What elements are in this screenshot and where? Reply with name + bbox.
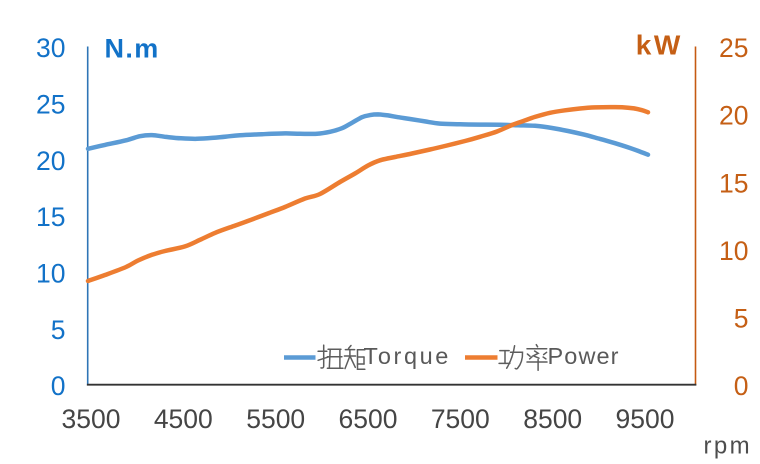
svg-text:kW: kW: [636, 30, 683, 61]
svg-text:25: 25: [36, 89, 65, 119]
svg-text:25: 25: [719, 33, 748, 63]
svg-text:0: 0: [734, 371, 749, 401]
svg-text:9500: 9500: [616, 404, 675, 434]
svg-text:N.m: N.m: [105, 34, 160, 64]
svg-text:5: 5: [734, 304, 749, 334]
svg-text:30: 30: [36, 33, 65, 63]
svg-text:20: 20: [36, 146, 65, 176]
svg-text:15: 15: [719, 168, 748, 198]
svg-text:rpm: rpm: [704, 433, 753, 460]
svg-text:15: 15: [36, 202, 65, 232]
svg-text:10: 10: [719, 236, 748, 266]
svg-text:5500: 5500: [246, 404, 305, 434]
svg-text:5: 5: [51, 315, 66, 345]
svg-text:4500: 4500: [154, 404, 213, 434]
svg-text:6500: 6500: [339, 404, 398, 434]
svg-text:Power: Power: [548, 343, 620, 369]
svg-text:Torque: Torque: [364, 343, 451, 369]
svg-text:7500: 7500: [431, 404, 490, 434]
svg-text:3500: 3500: [62, 404, 121, 434]
svg-text:8500: 8500: [523, 404, 582, 434]
svg-text:20: 20: [719, 101, 748, 131]
svg-text:0: 0: [51, 371, 66, 401]
svg-text:10: 10: [36, 258, 65, 288]
